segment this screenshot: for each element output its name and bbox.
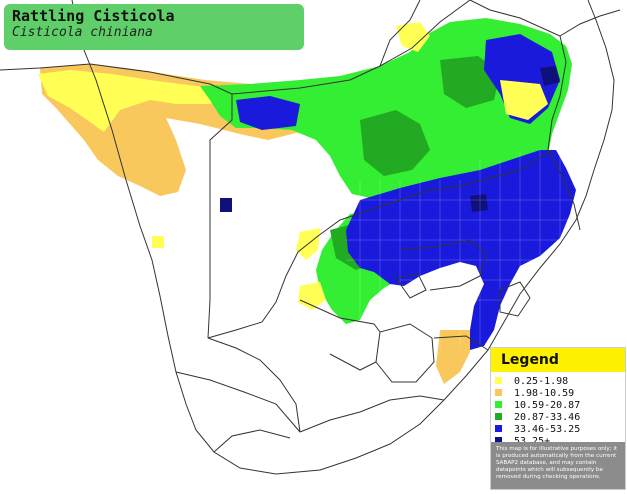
range-north-yellow bbox=[396, 22, 430, 52]
legend-item: 1.98-10.59 bbox=[495, 388, 625, 400]
species-scientific-name: Cisticola chiniana bbox=[12, 25, 153, 40]
legend-swatch bbox=[495, 401, 502, 408]
border-zimbabwe bbox=[469, 0, 567, 151]
legend-label: 1.98-10.59 bbox=[514, 388, 575, 399]
range-east-yellow bbox=[500, 80, 548, 120]
legend-swatch bbox=[495, 377, 502, 384]
legend-item: 0.25-1.98 bbox=[495, 376, 625, 388]
border-sa-north bbox=[207, 149, 553, 339]
province-east-cape bbox=[299, 395, 445, 433]
species-title-box: Rattling Cisticola Cisticola chiniana bbox=[4, 4, 304, 50]
province-free-state bbox=[299, 299, 381, 371]
legend-label: 0.25-1.98 bbox=[514, 376, 569, 387]
range-navy-3 bbox=[220, 198, 232, 212]
legend-swatch bbox=[495, 389, 502, 396]
province-western-cape bbox=[175, 371, 301, 453]
range-pinnacle-yellow bbox=[298, 282, 326, 310]
legend-label: 20.87-33.46 bbox=[514, 412, 581, 423]
legend-label: 33.46-53.25 bbox=[514, 424, 581, 435]
range-navy-2 bbox=[470, 194, 488, 212]
coastline bbox=[71, 0, 615, 475]
legend-heading: Legend bbox=[491, 348, 625, 372]
legend-swatch bbox=[495, 413, 502, 420]
legend-item: 53.25+ bbox=[495, 436, 625, 448]
legend-item: 10.59-20.87 bbox=[495, 400, 625, 412]
province-limpopo-mp bbox=[399, 239, 487, 291]
distribution-layer bbox=[38, 18, 576, 384]
border-lesotho bbox=[375, 323, 435, 383]
border-kzn bbox=[433, 335, 489, 351]
legend-disclaimer: This map is for illustrative purposes on… bbox=[491, 442, 625, 489]
legend-label: 53.25+ bbox=[514, 436, 550, 447]
species-common-name: Rattling Cisticola bbox=[12, 7, 175, 25]
border-eswatini bbox=[499, 281, 531, 317]
range-core-blue bbox=[346, 150, 576, 350]
legend-label: 10.59-20.87 bbox=[514, 400, 581, 411]
province-northern-cape bbox=[207, 337, 301, 433]
legend-item: 33.46-53.25 bbox=[495, 424, 625, 436]
border-mozambique-north bbox=[559, 9, 621, 37]
legend-item: 20.87-33.46 bbox=[495, 412, 625, 424]
province-gauteng bbox=[395, 273, 427, 299]
border-namibia bbox=[0, 63, 233, 339]
pentad-grid bbox=[346, 150, 576, 350]
border-zambia bbox=[379, 0, 421, 67]
range-west-yellow bbox=[38, 70, 232, 132]
border-mozambique bbox=[547, 149, 581, 231]
legend-swatch bbox=[495, 437, 502, 444]
legend-swatch bbox=[495, 425, 502, 432]
boundaries bbox=[0, 0, 621, 475]
range-west-isolated bbox=[152, 236, 164, 248]
range-navy-1 bbox=[540, 66, 560, 86]
legend-panel: Legend 0.25-1.98 1.98-10.59 10.59-20.87 … bbox=[490, 347, 626, 490]
range-coast-fringe bbox=[436, 330, 470, 384]
range-nw-blue bbox=[236, 96, 300, 130]
legend-list: 0.25-1.98 1.98-10.59 10.59-20.87 20.87-3… bbox=[491, 376, 625, 448]
range-patch-darkgreen-1 bbox=[360, 110, 430, 176]
